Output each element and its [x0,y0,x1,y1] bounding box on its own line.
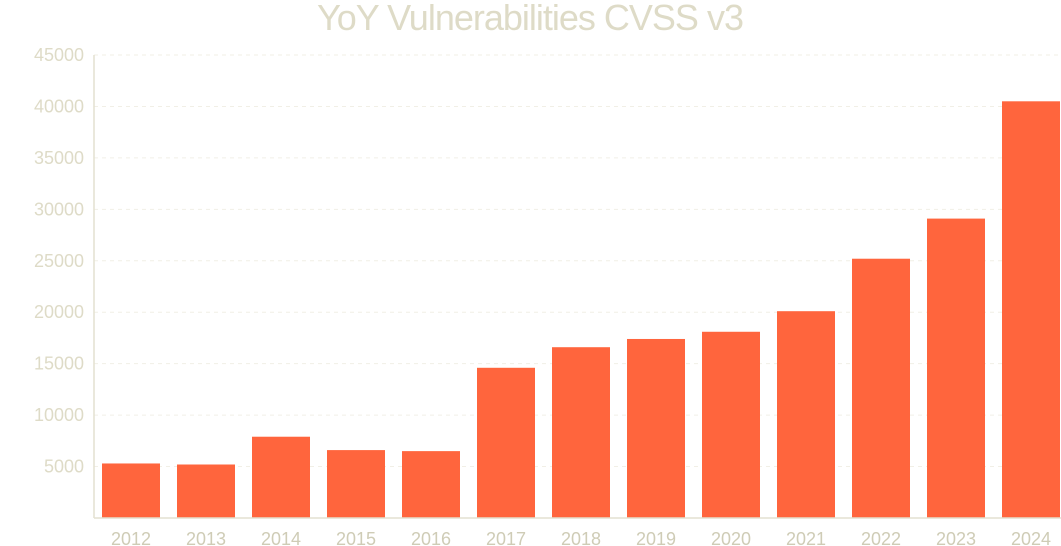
x-tick-label: 2016 [411,529,451,546]
bar-2014 [252,436,310,518]
bar-2019 [627,338,685,518]
y-tick-label: 25000 [34,251,84,271]
y-tick-label: 45000 [34,45,84,65]
bar-2024 [1002,101,1060,519]
y-tick-label: 30000 [34,199,84,219]
y-tick-label: 5000 [44,457,84,477]
x-tick-label: 2015 [336,529,376,546]
bar-2013 [177,464,235,518]
y-tick-label: 15000 [34,354,84,374]
bar-2020 [702,331,760,518]
chart-title: YoY Vulnerabilities CVSS v3 [317,0,743,38]
x-axis-ticks: 2012 2013 2014 2015 2016 2017 2018 2019 2020 2021… [111,529,1051,546]
y-tick-label: 20000 [34,302,84,322]
bar-2021 [777,311,835,518]
x-tick-label: 2020 [711,529,751,546]
x-tick-label: 2012 [111,529,151,546]
x-tick-label: 2021 [786,529,826,546]
x-tick-label: 2023 [936,529,976,546]
x-tick-label: 2013 [186,529,226,546]
bars [102,101,1060,519]
x-tick-label: 2017 [486,529,526,546]
bar-2022 [852,258,910,518]
x-tick-label: 2024 [1011,529,1051,546]
bar-2016 [402,451,460,518]
bar-2012 [102,463,160,518]
bar-2015 [327,450,385,518]
x-tick-label: 2018 [561,529,601,546]
y-tick-label: 35000 [34,148,84,168]
y-tick-label: 40000 [34,96,84,116]
bar-2018 [552,347,610,518]
bar-2017 [477,367,535,518]
x-tick-label: 2022 [861,529,901,546]
y-axis-ticks: 5000 10000 15000 20000 25000 30000 35000 40000 4… [34,45,84,477]
y-tick-label: 10000 [34,405,84,425]
bar-2023 [927,218,985,519]
x-tick-label: 2019 [636,529,676,546]
x-tick-label: 2014 [261,529,301,546]
